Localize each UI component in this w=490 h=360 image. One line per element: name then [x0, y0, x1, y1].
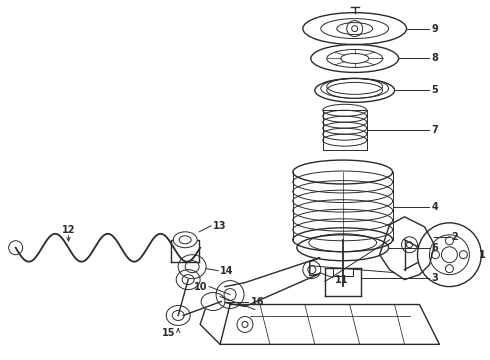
- Text: 7: 7: [432, 125, 438, 135]
- Text: 12: 12: [62, 225, 75, 235]
- Text: 10: 10: [194, 282, 207, 292]
- Text: 4: 4: [432, 202, 438, 212]
- Text: 2: 2: [451, 232, 458, 242]
- Ellipse shape: [173, 232, 197, 248]
- Text: 15: 15: [162, 328, 175, 338]
- Text: 5: 5: [432, 85, 438, 95]
- Circle shape: [352, 26, 358, 32]
- Text: 16: 16: [251, 297, 265, 306]
- Text: 9: 9: [432, 24, 438, 33]
- Text: 11: 11: [335, 275, 348, 285]
- Polygon shape: [220, 305, 440, 345]
- Polygon shape: [225, 258, 320, 306]
- Text: 13: 13: [213, 221, 226, 231]
- Text: 1: 1: [479, 250, 486, 260]
- Ellipse shape: [179, 236, 191, 244]
- Text: 3: 3: [432, 273, 438, 283]
- Text: 14: 14: [220, 266, 234, 276]
- Text: 8: 8: [432, 54, 439, 63]
- Text: 6: 6: [432, 243, 438, 253]
